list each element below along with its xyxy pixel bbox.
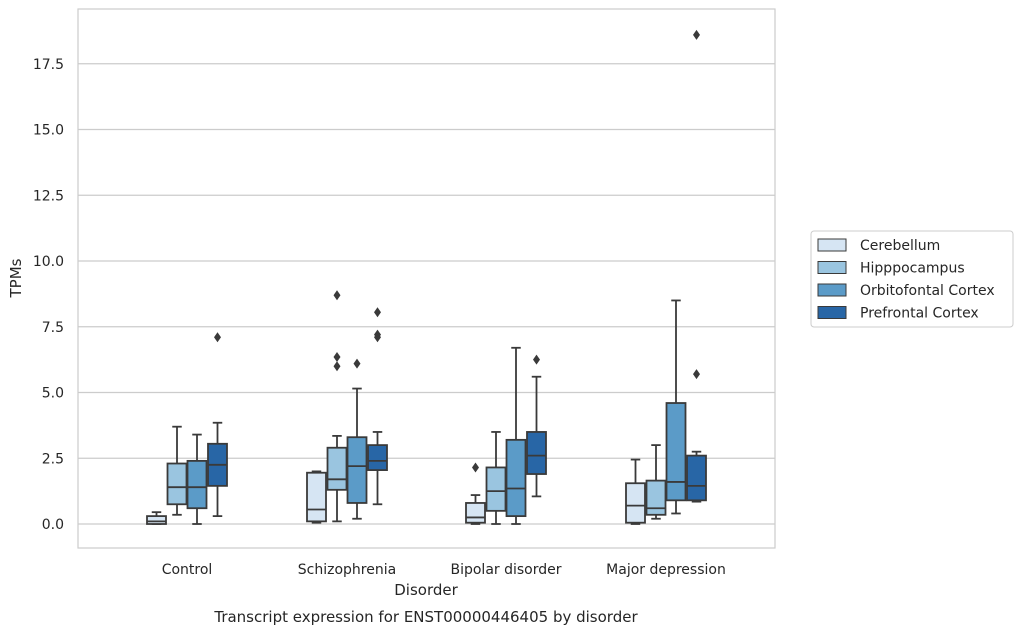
legend-label: Prefrontal Cortex bbox=[860, 306, 979, 322]
box-hipppocampus bbox=[326, 290, 348, 523]
outlier-point bbox=[374, 332, 381, 343]
y-tick-label: 15.0 bbox=[33, 123, 64, 139]
y-tick-label: 7.5 bbox=[42, 320, 64, 336]
box-body bbox=[485, 466, 507, 512]
x-tick-label: Bipolar disorder bbox=[450, 562, 561, 578]
box-orbitofontal-cortex bbox=[505, 346, 527, 525]
box-body bbox=[146, 515, 167, 525]
box-prefrontal-cortex bbox=[367, 307, 388, 506]
box-body bbox=[526, 431, 547, 475]
box-body bbox=[465, 502, 486, 524]
y-tick-label: 2.5 bbox=[42, 451, 64, 467]
legend-frame bbox=[810, 230, 1014, 328]
box-orbitofontal-cortex bbox=[186, 433, 208, 525]
legend-swatch bbox=[817, 238, 847, 252]
box-cerebellum bbox=[306, 470, 327, 524]
box-prefrontal-cortex bbox=[686, 29, 707, 503]
outlier-point bbox=[333, 290, 341, 301]
box-body bbox=[326, 446, 348, 491]
gridlines bbox=[78, 63, 775, 525]
box-orbitofontal-cortex bbox=[346, 358, 368, 520]
box-body bbox=[346, 436, 368, 504]
y-axis-title: TPMs bbox=[7, 258, 25, 298]
box-prefrontal-cortex bbox=[207, 332, 228, 518]
outlier-point bbox=[533, 354, 540, 365]
x-tick-label: Major depression bbox=[606, 562, 726, 578]
box-hipppocampus bbox=[645, 444, 667, 520]
y-tick-label: 12.5 bbox=[33, 188, 64, 204]
outlier-point bbox=[333, 351, 341, 362]
x-axis-title: Disorder bbox=[394, 581, 458, 599]
box-body bbox=[505, 438, 527, 518]
box-body bbox=[645, 479, 667, 516]
box-body bbox=[665, 402, 687, 502]
box-prefrontal-cortex bbox=[526, 354, 547, 498]
box-body bbox=[686, 454, 707, 502]
x-tick-labels: Control Schizophrenia Bipolar disorder Majo… bbox=[162, 562, 726, 578]
box-body bbox=[186, 459, 208, 510]
outlier-point bbox=[693, 29, 700, 40]
y-tick-labels: 0.0 2.5 5.0 7.5 10.0 12.5 15.0 17.5 bbox=[33, 57, 64, 533]
y-tick-label: 0.0 bbox=[42, 517, 64, 533]
box-body bbox=[625, 482, 646, 524]
legend-label: Orbitofontal Cortex bbox=[860, 283, 995, 299]
box-body bbox=[166, 462, 188, 506]
y-tick-label: 17.5 bbox=[33, 57, 64, 73]
x-tick-label: Control bbox=[162, 562, 213, 578]
legend-swatch bbox=[817, 306, 847, 319]
box-orbitofontal-cortex bbox=[665, 299, 687, 515]
legend-swatch bbox=[817, 261, 847, 274]
legend-swatch bbox=[817, 283, 847, 297]
outlier-point bbox=[472, 462, 479, 473]
y-tick-label: 10.0 bbox=[33, 254, 64, 270]
y-tick-label: 5.0 bbox=[42, 386, 64, 402]
plot-frame bbox=[77, 8, 776, 549]
legend-label: Cerebellum bbox=[860, 238, 940, 254]
box-hipppocampus bbox=[166, 425, 188, 516]
box-hipppocampus bbox=[485, 431, 507, 525]
outlier-point bbox=[353, 358, 361, 369]
box-body bbox=[367, 444, 388, 471]
x-tick-label: Schizophrenia bbox=[298, 562, 396, 578]
box-cerebellum bbox=[465, 462, 486, 525]
chart-caption: Transcript expression for ENST0000044640… bbox=[213, 608, 638, 626]
box-body bbox=[306, 471, 327, 523]
outlier-point bbox=[693, 369, 700, 380]
legend: Cerebellum Hipppocampus Orbitofontal Corte… bbox=[810, 230, 1014, 328]
box-series bbox=[146, 29, 707, 525]
legend-label: Hipppocampus bbox=[860, 261, 965, 277]
outlier-point bbox=[374, 307, 381, 318]
outlier-point bbox=[333, 361, 341, 372]
box-cerebellum bbox=[146, 511, 167, 525]
outlier-point bbox=[214, 332, 221, 343]
box-cerebellum bbox=[625, 458, 646, 525]
